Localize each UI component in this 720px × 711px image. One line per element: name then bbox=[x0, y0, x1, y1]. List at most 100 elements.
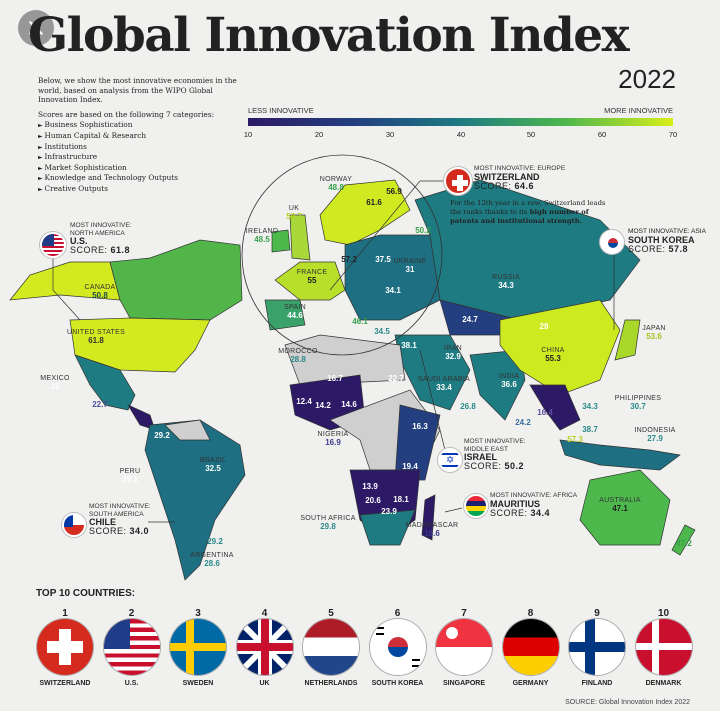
country-name: U.S. bbox=[124, 680, 139, 687]
callout-mauritius: MOST INNOVATIVE: AFRICA MAURITIUS SCORE: 3… bbox=[464, 492, 610, 519]
country-score: 34.1 bbox=[385, 286, 401, 295]
israel-flag-icon: ✡ bbox=[438, 448, 462, 472]
country-score: 44.6 bbox=[287, 311, 303, 320]
switzerland-description: For the 12th year in a row, Switzerland … bbox=[450, 199, 618, 226]
map-label: 24.7 bbox=[462, 316, 478, 324]
categories-heading: Scores are based on the following 7 cate… bbox=[38, 109, 215, 119]
country-score: 28 bbox=[539, 322, 549, 331]
chile-flag-icon bbox=[62, 513, 86, 537]
country-score: 22.7 bbox=[92, 400, 108, 409]
callout-country: ISRAEL bbox=[464, 452, 498, 462]
page-year: 2022 bbox=[618, 64, 676, 94]
map-label: RUSSIA 34.3 bbox=[492, 274, 520, 290]
country-name: SINGAPORE bbox=[442, 680, 485, 687]
country-score: 48.8 bbox=[328, 183, 344, 192]
switzerland-flag-icon bbox=[37, 619, 93, 675]
rank-number: 10 bbox=[657, 608, 670, 619]
country-name: AUSTRALIA bbox=[599, 497, 641, 504]
map-label: 29.2 bbox=[154, 432, 170, 440]
country-name: SOUTH KOREA bbox=[371, 680, 424, 687]
map-label: 56.9 bbox=[386, 188, 402, 196]
country-score: 16.7 bbox=[327, 374, 343, 383]
categories-list: Business Sophistication Human Capital & … bbox=[38, 120, 238, 194]
map-label: JAPAN 53.6 bbox=[642, 325, 666, 341]
source-note: SOURCE: Global Innovation Index 2022 bbox=[565, 699, 690, 706]
map-label: 22.7 bbox=[92, 401, 108, 409]
germany-flag-icon bbox=[502, 619, 559, 675]
rank-number: 2 bbox=[128, 608, 135, 619]
country-score: 34.3 bbox=[498, 281, 514, 290]
rank-number: 7 bbox=[461, 608, 467, 619]
top10-item: 9 FINLAND bbox=[564, 608, 630, 687]
country-name: NORWAY bbox=[319, 176, 353, 183]
netherlands-flag-icon bbox=[303, 619, 359, 675]
country-score: 61.8 bbox=[88, 336, 104, 345]
country-name: CHINA bbox=[541, 347, 565, 354]
close-button[interactable] bbox=[18, 10, 54, 46]
callout-score: 64.6 bbox=[514, 180, 535, 191]
rank-number: 1 bbox=[62, 608, 68, 619]
callout-line-mauritius bbox=[444, 507, 463, 513]
country-score: 38.1 bbox=[401, 341, 417, 350]
country-score: 59.7 bbox=[286, 212, 302, 221]
country-score: 27.9 bbox=[647, 434, 663, 443]
callout-south-korea: MOST INNOVATIVE: ASIA SOUTH KOREA SCORE: 5… bbox=[600, 228, 718, 255]
map-label: SPAIN 44.6 bbox=[284, 304, 306, 320]
top10-item: 10 DENMARK bbox=[631, 608, 697, 687]
callout-kicker: MOST INNOVATIVE: AFRICA bbox=[490, 492, 578, 499]
callout-score: 34.0 bbox=[129, 526, 150, 536]
map-label: 16.3 bbox=[412, 423, 428, 431]
callout-line-us bbox=[52, 258, 81, 321]
country-score: 36.6 bbox=[501, 380, 517, 389]
country-name: MADAGASCAR bbox=[405, 522, 459, 529]
sweden-flag-icon bbox=[170, 619, 226, 675]
country-score: 38.7 bbox=[582, 425, 598, 434]
description-bold: high number of patents and institutional… bbox=[450, 208, 589, 225]
country-name: UKRAINE bbox=[393, 258, 427, 265]
country-score: 33.4 bbox=[436, 383, 452, 392]
top10-item: 2 U.S. bbox=[99, 608, 165, 687]
callout-country: SWITZERLAND bbox=[474, 171, 540, 182]
country-name: JAPAN bbox=[642, 325, 666, 332]
country-name: GERMANY bbox=[512, 680, 549, 687]
country-name: DENMARK bbox=[645, 680, 682, 687]
country-name: PERU bbox=[119, 468, 141, 475]
map-label: 34.1 bbox=[385, 287, 401, 295]
country-score: 16.9 bbox=[325, 438, 341, 447]
callout-kicker: MOST INNOVATIVE: SOUTH AMERICA bbox=[89, 503, 151, 518]
map-label: INDONESIA 27.9 bbox=[634, 427, 675, 443]
map-label: FRANCE 55 bbox=[297, 269, 328, 285]
region-north-africa bbox=[284, 334, 406, 386]
country-name: BRAZIL bbox=[199, 457, 227, 464]
country-score: 18.6 bbox=[424, 529, 440, 538]
region-ireland bbox=[271, 229, 291, 253]
map-label: 18.1 bbox=[393, 496, 409, 504]
country-name: FRANCE bbox=[296, 269, 328, 276]
region-iberia bbox=[264, 299, 306, 331]
world-map bbox=[9, 154, 696, 581]
category-item: Human Capital & Research bbox=[38, 131, 238, 142]
score-label: SCORE: bbox=[474, 180, 512, 191]
region-madagascar bbox=[421, 494, 436, 541]
region-russia bbox=[414, 179, 641, 321]
callout-switzerland: MOST INNOVATIVE: EUROPE SWITZERLAND SCORE:… bbox=[444, 165, 604, 195]
country-score: 32.9 bbox=[445, 352, 461, 361]
country-score: 32.5 bbox=[205, 464, 221, 473]
uk-flag-icon bbox=[236, 619, 293, 675]
map-label: 20.6 bbox=[365, 497, 381, 505]
map-label: UKRAINE 31 bbox=[393, 258, 426, 274]
country-name: INDIA bbox=[498, 373, 520, 380]
callout-country: CHILE bbox=[89, 517, 116, 527]
country-score: 34.3 bbox=[582, 402, 598, 411]
country-score: 28.8 bbox=[290, 355, 306, 364]
map-label: CHINA 55.3 bbox=[541, 347, 564, 363]
map-label: 14.2 bbox=[315, 402, 331, 410]
map-label: 29.2 bbox=[207, 538, 223, 546]
score-label: SCORE: bbox=[89, 526, 127, 536]
callout-kicker: MOST INNOVATIVE: EUROPE bbox=[474, 165, 566, 172]
country-name: NETHERLANDS bbox=[304, 680, 358, 687]
callout-score: 34.4 bbox=[530, 507, 551, 518]
country-score: 24.7 bbox=[462, 315, 478, 324]
callout-kicker: MOST INNOVATIVE: NORTH AMERICA bbox=[70, 222, 132, 237]
map-label: 13.9 bbox=[362, 483, 378, 491]
